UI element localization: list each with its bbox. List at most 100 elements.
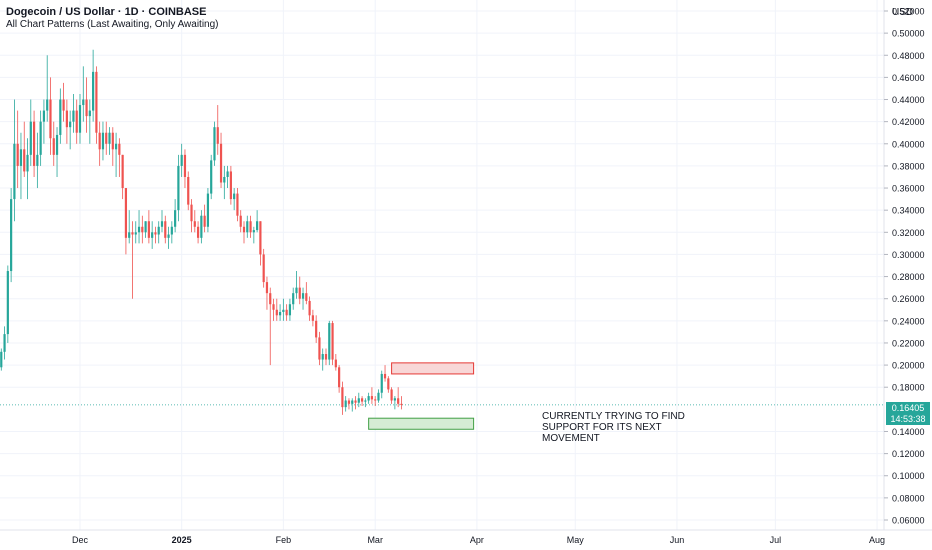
candle-body: [59, 99, 62, 135]
candle: [360, 396, 364, 407]
candle-body: [229, 171, 232, 200]
candle: [187, 171, 190, 211]
candle: [19, 132, 23, 200]
candle: [124, 188, 128, 255]
candle-body: [265, 282, 269, 294]
candle-body: [275, 309, 278, 316]
candle: [167, 226, 170, 249]
price-tick-label: 0.26000: [892, 294, 925, 304]
candle-body: [308, 300, 311, 316]
price-tick-label: 0.44000: [892, 95, 925, 105]
candle: [285, 304, 288, 321]
price-tick-label: 0.14000: [892, 427, 925, 437]
candle-body: [318, 337, 321, 360]
candle: [131, 221, 134, 299]
price-tick-label: 0.34000: [892, 206, 925, 216]
time-tick-label: Jul: [770, 535, 782, 545]
price-tick-label: 0.50000: [892, 29, 925, 39]
candle: [203, 204, 206, 233]
candle: [341, 381, 344, 415]
price-tick-label: 0.36000: [892, 184, 925, 194]
candle: [351, 398, 354, 412]
candle: [10, 188, 13, 283]
price-tick-label: 0.38000: [892, 161, 925, 171]
candle: [246, 215, 249, 238]
candle-body: [256, 221, 259, 231]
candle: [16, 110, 19, 189]
candle-body: [315, 320, 318, 338]
candle-body: [88, 110, 91, 117]
candle: [151, 221, 154, 249]
candle: [23, 121, 26, 177]
candle-body: [338, 367, 341, 388]
candle-body: [219, 143, 223, 183]
candle-body: [46, 99, 49, 111]
candle: [78, 93, 82, 144]
candle-body: [157, 226, 160, 235]
candle-body: [311, 315, 314, 321]
candle-body: [370, 396, 374, 400]
candle-body: [183, 154, 187, 177]
candle-body: [174, 210, 177, 227]
candle: [213, 121, 216, 166]
candle-body: [26, 154, 29, 172]
time-tick-label: May: [567, 535, 585, 545]
candle-body: [187, 176, 190, 205]
candle-body: [170, 226, 173, 235]
candle-body: [167, 234, 170, 238]
candle: [295, 271, 298, 299]
candle-body: [114, 143, 118, 150]
candle-body: [147, 221, 150, 238]
candle-body: [72, 110, 75, 122]
candle: [288, 298, 292, 321]
candle: [210, 154, 213, 200]
candle: [219, 132, 223, 189]
candle: [357, 392, 360, 408]
candle: [128, 210, 131, 244]
price-tick-label: 0.12000: [892, 449, 925, 459]
candle: [137, 210, 141, 244]
candle: [370, 387, 374, 404]
candle: [177, 154, 180, 222]
time-tick-label: Dec: [72, 535, 89, 545]
candle: [275, 298, 278, 321]
candle: [242, 221, 246, 244]
candle-body: [242, 226, 246, 233]
candle-body: [216, 127, 219, 144]
time-tick-label: Apr: [470, 535, 484, 545]
candle-body: [298, 287, 301, 299]
candle-body: [239, 215, 242, 227]
candle-body: [344, 400, 347, 408]
candle: [216, 105, 219, 155]
candle-body: [164, 221, 167, 238]
chart-annotation: CURRENTLY TRYING TO FIND SUPPORT FOR ITS…: [542, 411, 685, 444]
candle: [39, 110, 42, 166]
candle-body: [259, 221, 262, 255]
candle: [46, 55, 49, 122]
candle: [92, 49, 95, 122]
candle: [315, 315, 318, 343]
candle: [278, 304, 282, 321]
candle-body: [49, 99, 52, 139]
candle: [259, 221, 262, 266]
time-tick-label: 2025: [172, 535, 192, 545]
candle-body: [360, 398, 364, 402]
candle-body: [328, 323, 331, 360]
candle-body: [226, 171, 229, 177]
candle-body: [236, 193, 239, 216]
candle-body: [272, 304, 275, 310]
indicator-label[interactable]: All Chart Patterns (Last Awaiting, Only …: [6, 19, 219, 30]
candle: [308, 296, 311, 321]
candle-body: [134, 232, 137, 235]
candle-body: [305, 293, 308, 301]
candle-body: [203, 215, 206, 227]
candle: [13, 99, 16, 222]
candle: [305, 282, 308, 305]
candle: [206, 188, 210, 233]
candle-body: [364, 400, 367, 402]
candle: [387, 376, 390, 393]
candle-body: [32, 121, 36, 166]
candle: [65, 99, 68, 144]
candle-body: [151, 232, 154, 238]
